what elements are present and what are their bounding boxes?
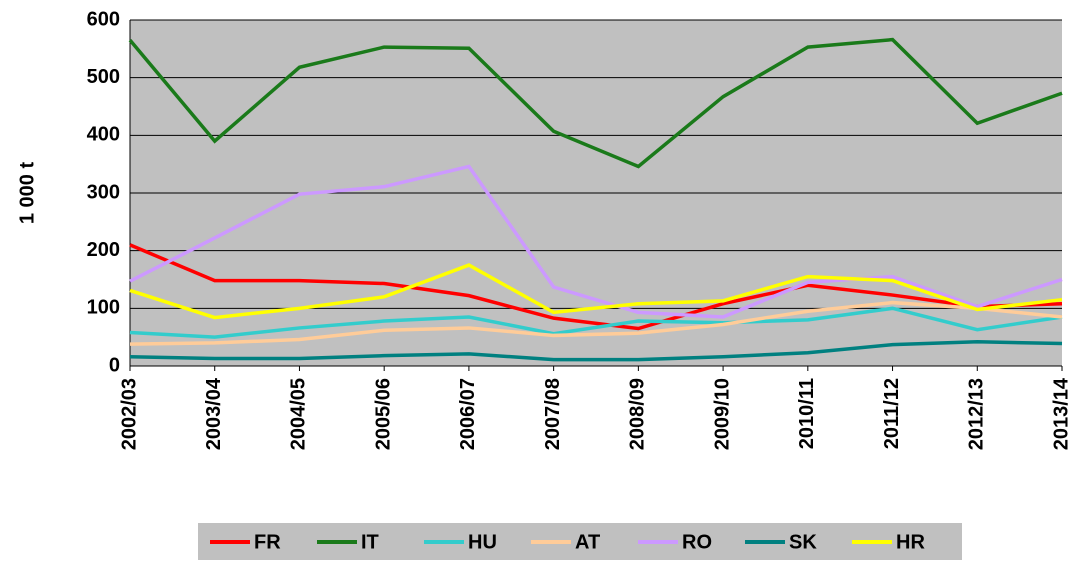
y-tick-label: 0 (109, 354, 120, 376)
legend-label: IT (361, 531, 379, 553)
y-tick-label: 100 (87, 297, 120, 319)
legend-label: AT (575, 531, 600, 553)
series-line (129, 263, 1063, 320)
x-tick-label: 2003/04 (203, 377, 225, 450)
series-line (129, 243, 1063, 331)
x-tick-label: 2004/05 (288, 378, 310, 450)
series-line (129, 340, 1063, 362)
series-line (129, 306, 1063, 339)
series-line (129, 164, 1063, 319)
legend-label: FR (254, 531, 281, 553)
series-line (129, 300, 1063, 346)
x-tick-label: 2011/12 (881, 378, 903, 449)
y-axis-label: 1 000 t (16, 162, 38, 225)
y-tick-label: 300 (87, 181, 120, 203)
x-tick-label: 2006/07 (457, 378, 479, 450)
x-tick-label: 2002/03 (118, 378, 140, 450)
legend-label: RO (682, 531, 712, 553)
y-tick-label: 600 (87, 8, 120, 30)
x-tick-label: 2005/06 (372, 378, 394, 450)
y-tick-label: 400 (87, 124, 120, 146)
x-tick-label: 2007/08 (542, 378, 564, 450)
legend-label: SK (789, 531, 817, 553)
x-tick-label: 2012/13 (966, 378, 988, 450)
x-tick-label: 2013/14 (1050, 377, 1072, 450)
x-tick-label: 2010/11 (796, 378, 818, 449)
legend-label: HU (468, 531, 497, 553)
x-tick-label: 2009/10 (711, 378, 733, 450)
y-tick-label: 500 (87, 66, 120, 88)
x-tick-label: 2008/09 (627, 378, 649, 450)
legend-label: HR (896, 531, 925, 553)
y-tick-label: 200 (87, 239, 120, 261)
series-line (128, 37, 1063, 169)
